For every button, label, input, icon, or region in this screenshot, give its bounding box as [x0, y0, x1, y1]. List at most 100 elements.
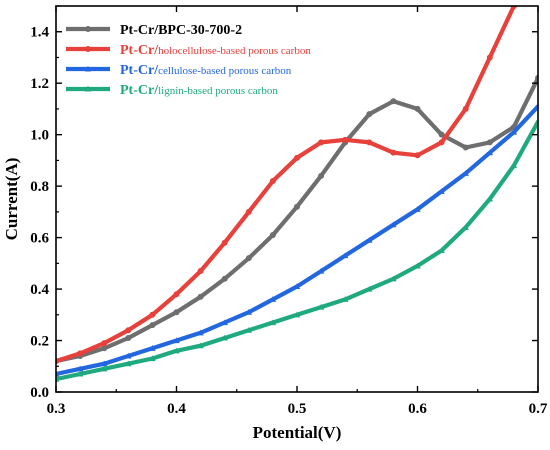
y-tick-label: 0.8: [30, 179, 49, 195]
data-point: [486, 195, 493, 202]
data-point: [414, 262, 421, 269]
legend-label-suffix: cellulose-based porous carbon: [158, 65, 292, 77]
data-point: [438, 247, 445, 254]
series-layer: [56, 6, 538, 382]
x-tick-label: 0.5: [288, 401, 307, 417]
y-tick-label: 0.4: [30, 282, 49, 298]
data-point: [269, 177, 276, 184]
data-point: [245, 208, 252, 215]
data-point: [197, 329, 204, 336]
series-3: [56, 118, 538, 382]
data-point: [390, 98, 397, 105]
data-point: [510, 162, 518, 169]
y-axis-title: Current(A): [2, 158, 21, 241]
data-point: [173, 291, 180, 298]
data-point: [221, 334, 228, 341]
data-point: [438, 139, 445, 146]
data-point: [462, 105, 469, 112]
data-point: [269, 232, 276, 239]
data-point: [245, 309, 252, 315]
legend-label-main: Pt-Cr/BPC-30-700-2: [120, 23, 242, 38]
legend-label-main: Pt-Cr/: [120, 43, 159, 58]
x-tick-label: 0.6: [408, 401, 427, 417]
legend-label-suffix: lignin-based porous carbon: [158, 85, 278, 97]
data-point: [76, 365, 84, 372]
data-point: [438, 131, 445, 138]
series-1: [56, 6, 517, 365]
data-point: [390, 221, 397, 228]
data-point: [366, 285, 373, 292]
data-point: [318, 172, 325, 179]
data-point: [462, 170, 469, 176]
data-point: [101, 345, 108, 352]
data-point: [173, 337, 180, 344]
data-point: [318, 139, 325, 146]
legend-item-2: Pt-Cr/cellulose-based porous carbon: [66, 63, 292, 78]
y-tick-label: 0.2: [30, 334, 49, 350]
data-point: [245, 327, 252, 333]
legend-label: Pt-Cr/lignin-based porous carbon: [120, 83, 278, 98]
data-point: [317, 267, 325, 274]
axes-layer: 0.3 0.4 0.5 0.6 0.7 0.0 0.2 0.4 0.6 0.8 1.0 1.2 1.4: [30, 5, 548, 417]
y-tick-label: 0.0: [30, 385, 49, 401]
data-point: [414, 206, 421, 212]
data-point: [125, 327, 132, 334]
data-point: [342, 296, 349, 302]
data-point: [149, 345, 156, 351]
legend-marker: [85, 26, 91, 32]
legend-label: Pt-Cr/cellulose-based porous carbon: [120, 63, 292, 78]
data-point: [486, 149, 493, 156]
data-point: [197, 342, 204, 349]
x-tick-label: 0.3: [47, 401, 66, 417]
y-tick-label: 1.0: [30, 128, 49, 144]
y-tick-label: 1.2: [30, 76, 49, 92]
data-point: [414, 105, 421, 112]
data-point: [317, 303, 325, 310]
legend-label: Pt-Cr/holocellulose-based porous carbon: [120, 43, 311, 58]
data-point: [390, 275, 397, 282]
data-point: [125, 334, 132, 341]
data-point: [294, 203, 300, 210]
data-point: [221, 275, 228, 282]
data-point: [269, 296, 277, 302]
legend-label-suffix: holocellulose-based porous carbon: [158, 45, 311, 57]
x-axis-title: Potential(V): [253, 423, 342, 442]
data-point: [149, 322, 156, 329]
data-point: [221, 319, 228, 326]
data-point: [293, 283, 301, 290]
data-point: [221, 239, 228, 246]
data-point: [125, 352, 132, 359]
legend-marker: [84, 65, 92, 72]
data-point: [390, 149, 397, 156]
legend-marker: [85, 46, 91, 52]
data-point: [366, 111, 373, 118]
y-tick-label: 0.6: [30, 231, 49, 247]
legend-item-3: Pt-Cr/lignin-based porous carbon: [66, 83, 278, 98]
data-point: [101, 360, 108, 367]
data-point: [197, 268, 204, 275]
data-point: [486, 54, 493, 61]
legend-marker: [84, 85, 92, 92]
data-point: [486, 139, 493, 146]
data-point: [245, 255, 252, 262]
data-point: [366, 139, 373, 146]
data-point: [173, 347, 180, 354]
data-point: [342, 136, 349, 143]
data-point: [414, 152, 421, 159]
data-point: [462, 224, 469, 230]
data-point: [438, 188, 445, 194]
legend: Pt-Cr/BPC-30-700-2 Pt-Cr/holocellulose-ba…: [66, 23, 311, 98]
data-point: [149, 311, 156, 318]
data-point: [101, 340, 108, 347]
legend-item-0: Pt-Cr/BPC-30-700-2: [66, 23, 242, 38]
data-point: [197, 293, 204, 300]
legend-label-main: Pt-Cr/: [120, 83, 159, 98]
data-point: [510, 128, 518, 135]
x-tick-label: 0.7: [529, 401, 548, 417]
legend-label: Pt-Cr/BPC-30-700-2: [120, 23, 242, 38]
legend-label-main: Pt-Cr/: [120, 63, 159, 78]
data-point: [125, 360, 132, 367]
data-point: [149, 355, 156, 362]
